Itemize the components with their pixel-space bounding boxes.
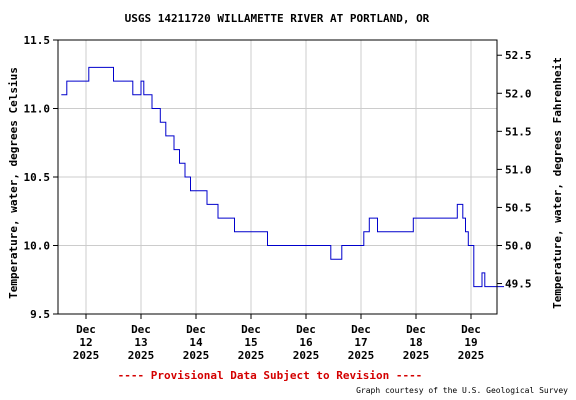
x-tick-day: 15 [244,336,257,349]
x-tick-year: 2025 [183,349,210,362]
credit-text: Graph courtesy of the U.S. Geological Su… [356,386,568,395]
x-tick-day: 18 [409,336,422,349]
y2-axis-label: Temperature, water, degrees Fahrenheit [551,57,564,309]
y-tick-label: 10.0 [24,240,51,253]
y-axis-label: Temperature, water, degrees Celsius [7,67,20,299]
x-tick-month: Dec [241,323,261,336]
x-tick-day: 12 [79,336,92,349]
y2-tick-label: 52.0 [505,87,532,100]
y2-tick-label: 50.0 [505,240,532,253]
x-axis-ticks: Dec122025Dec132025Dec142025Dec152025Dec1… [73,314,485,362]
x-tick-month: Dec [406,323,426,336]
x-tick-month: Dec [186,323,206,336]
x-tick-day: 14 [189,336,203,349]
y2-tick-label: 51.0 [505,163,532,176]
x-tick-year: 2025 [403,349,430,362]
x-tick-day: 13 [134,336,147,349]
chart-title: USGS 14211720 WILLAMETTE RIVER AT PORTLA… [125,12,430,25]
x-tick-year: 2025 [458,349,485,362]
provisional-note: ---- Provisional Data Subject to Revisio… [118,369,423,382]
y2-tick-label: 51.5 [505,125,532,138]
x-tick-year: 2025 [348,349,375,362]
x-tick-month: Dec [461,323,481,336]
y2-tick-label: 50.5 [505,201,532,214]
x-tick-year: 2025 [293,349,320,362]
x-tick-year: 2025 [128,349,155,362]
y2-axis-ticks: 52.5 52.0 51.5 51.0 50.5 50.0 49.5 [497,49,532,291]
y2-tick-label: 52.5 [505,49,532,62]
x-tick-year: 2025 [73,349,100,362]
y2-tick-label: 49.5 [505,278,532,291]
x-tick-month: Dec [351,323,371,336]
x-tick-month: Dec [296,323,316,336]
x-tick-day: 19 [464,336,477,349]
x-tick-year: 2025 [238,349,265,362]
x-tick-month: Dec [131,323,151,336]
y-tick-label: 9.5 [30,308,50,321]
y-tick-label: 11.0 [24,103,51,116]
x-tick-month: Dec [76,323,96,336]
x-tick-day: 16 [299,336,313,349]
y-tick-label: 10.5 [24,171,51,184]
x-tick-day: 17 [354,336,367,349]
y-tick-label: 11.5 [24,34,51,47]
y-axis-ticks: 11.5 11.0 10.5 10.0 9.5 [24,34,58,321]
temperature-series-line [61,66,504,288]
